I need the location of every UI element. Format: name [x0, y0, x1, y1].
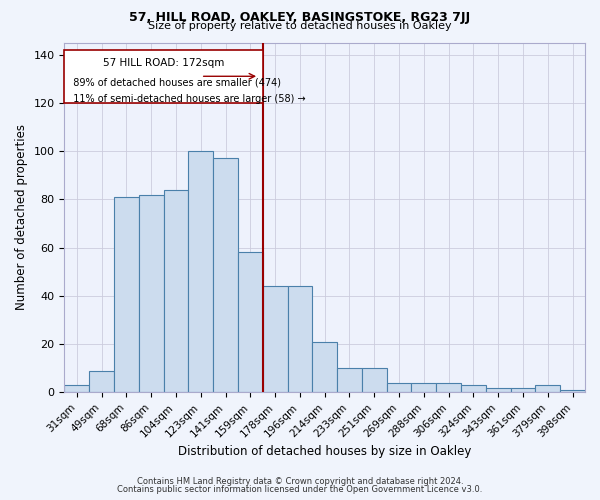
Bar — [412, 382, 436, 392]
Y-axis label: Number of detached properties: Number of detached properties — [15, 124, 28, 310]
Bar — [486, 388, 511, 392]
Bar — [263, 286, 287, 393]
Text: 57, HILL ROAD, OAKLEY, BASINGSTOKE, RG23 7JJ: 57, HILL ROAD, OAKLEY, BASINGSTOKE, RG23… — [130, 11, 470, 24]
Bar — [287, 286, 313, 393]
Text: 57 HILL ROAD: 172sqm: 57 HILL ROAD: 172sqm — [103, 58, 224, 68]
Bar — [511, 388, 535, 392]
Bar — [164, 190, 188, 392]
FancyBboxPatch shape — [64, 50, 263, 103]
Bar — [89, 370, 114, 392]
Bar — [238, 252, 263, 392]
Text: Contains HM Land Registry data © Crown copyright and database right 2024.: Contains HM Land Registry data © Crown c… — [137, 477, 463, 486]
Bar — [535, 385, 560, 392]
Bar — [313, 342, 337, 392]
Text: Contains public sector information licensed under the Open Government Licence v3: Contains public sector information licen… — [118, 484, 482, 494]
Bar — [64, 385, 89, 392]
Bar — [560, 390, 585, 392]
Text: 89% of detached houses are smaller (474): 89% of detached houses are smaller (474) — [67, 78, 281, 88]
Bar — [436, 382, 461, 392]
Text: Size of property relative to detached houses in Oakley: Size of property relative to detached ho… — [148, 21, 452, 31]
X-axis label: Distribution of detached houses by size in Oakley: Distribution of detached houses by size … — [178, 444, 472, 458]
Bar — [114, 197, 139, 392]
Bar — [362, 368, 386, 392]
Bar — [386, 382, 412, 392]
Bar — [188, 151, 213, 392]
Bar — [461, 385, 486, 392]
Bar — [213, 158, 238, 392]
Bar — [337, 368, 362, 392]
Bar — [139, 194, 164, 392]
Text: 11% of semi-detached houses are larger (58) →: 11% of semi-detached houses are larger (… — [67, 94, 305, 104]
